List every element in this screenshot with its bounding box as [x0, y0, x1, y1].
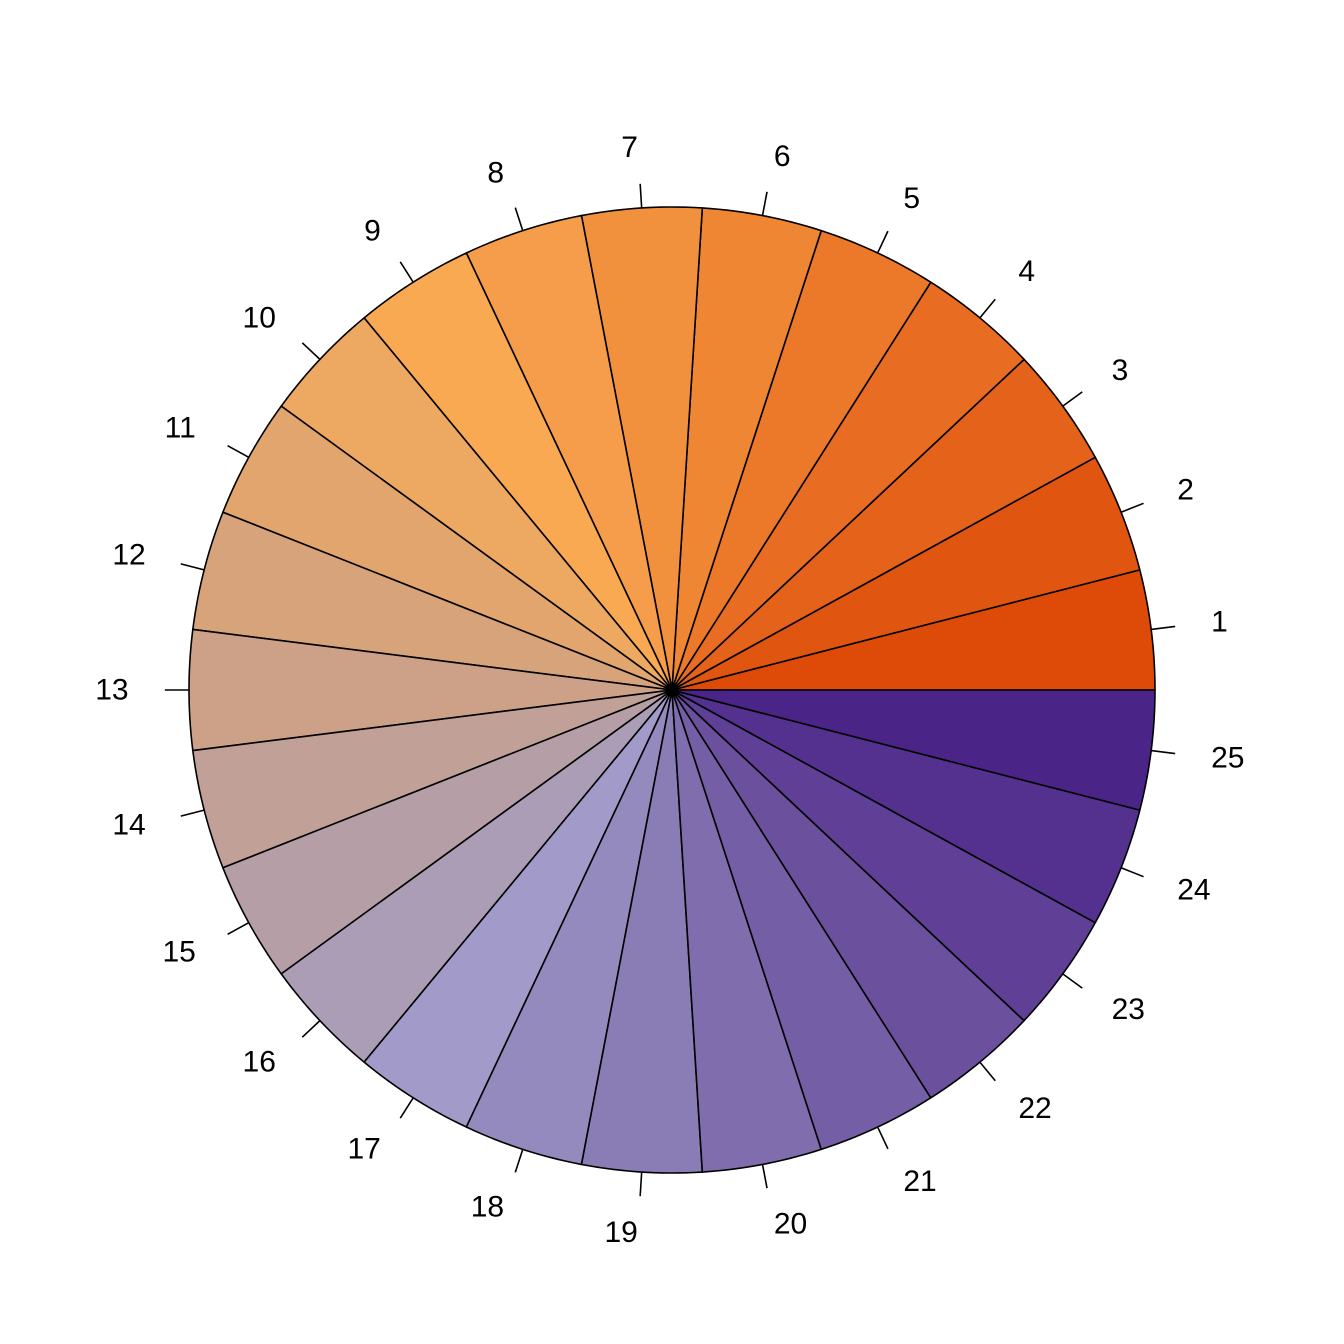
- pie-slice-14: [192, 689, 673, 869]
- pie-label-25: 25: [1211, 742, 1244, 775]
- pie-tick-6: [761, 191, 768, 216]
- pie-label-23: 23: [1112, 993, 1145, 1026]
- pie-slice-16: [280, 689, 673, 1063]
- pie-label-19: 19: [605, 1216, 638, 1249]
- pie-tick-8: [514, 207, 524, 231]
- pie-slice-25: [671, 689, 1156, 811]
- pie-tick-17: [399, 1097, 414, 1119]
- pie-label-12: 12: [112, 538, 145, 571]
- pie-slice-7: [580, 206, 704, 691]
- pie-tick-25: [1151, 749, 1176, 755]
- pie-label-18: 18: [471, 1190, 504, 1223]
- pie-slice-1: [671, 569, 1156, 691]
- ticks-layer: [164, 183, 1176, 1197]
- pie-slice-5: [671, 229, 932, 691]
- pie-slice-6: [671, 207, 823, 691]
- pie-label-7: 7: [621, 131, 638, 164]
- pie-tick-19: [639, 1172, 643, 1197]
- pie-tick-14: [180, 809, 205, 817]
- pie-tick-11: [227, 444, 250, 459]
- pie-label-2: 2: [1177, 473, 1194, 506]
- pie-tick-24: [1120, 867, 1144, 878]
- pie-slice-18: [465, 689, 673, 1166]
- pie-slice-11: [222, 405, 673, 691]
- pie-tick-18: [514, 1149, 524, 1173]
- pie-slice-10: [280, 317, 673, 691]
- pie-slice-24: [671, 689, 1141, 924]
- pie-label-13: 13: [95, 674, 128, 707]
- pie-tick-5: [876, 230, 889, 254]
- pie-tick-2: [1120, 502, 1144, 513]
- pie-label-14: 14: [112, 809, 145, 842]
- pie-slice-2: [671, 456, 1141, 691]
- pie-tick-22: [979, 1061, 996, 1082]
- pie-slice-12: [192, 511, 673, 691]
- pie-tick-23: [1062, 973, 1083, 989]
- pie-tick-4: [979, 298, 996, 319]
- pie-tick-16: [301, 1020, 321, 1038]
- pie-label-21: 21: [903, 1165, 936, 1198]
- pie-slice-9: [363, 252, 673, 691]
- pie-label-10: 10: [243, 302, 276, 335]
- pie-label-3: 3: [1112, 354, 1129, 387]
- pie-label-4: 4: [1018, 255, 1035, 288]
- pie-slice-4: [671, 281, 1025, 691]
- pie-slice-8: [465, 214, 673, 691]
- slices-layer: [188, 206, 1156, 1174]
- pie-slice-17: [363, 689, 673, 1128]
- pie-tick-12: [180, 563, 205, 571]
- pie-label-9: 9: [364, 215, 381, 248]
- pie-label-17: 17: [347, 1132, 380, 1165]
- pie-slice-21: [671, 689, 932, 1151]
- pie-label-11: 11: [165, 412, 196, 445]
- pie-slice-13: [188, 628, 673, 752]
- pie-label-1: 1: [1211, 605, 1228, 638]
- pie-label-16: 16: [243, 1045, 276, 1078]
- pie-label-6: 6: [774, 140, 791, 173]
- pie-tick-7: [639, 183, 643, 209]
- pie-label-20: 20: [774, 1207, 807, 1240]
- pie-tick-15: [227, 921, 250, 936]
- pie-tick-10: [301, 342, 321, 360]
- pie-label-5: 5: [903, 182, 920, 215]
- pie-tick-1: [1151, 625, 1176, 631]
- pie-slice-22: [671, 689, 1025, 1099]
- pie-slice-20: [671, 689, 823, 1173]
- pie-label-24: 24: [1177, 874, 1210, 907]
- pie-slice-3: [671, 358, 1097, 691]
- pie-label-22: 22: [1018, 1092, 1051, 1125]
- pie-label-8: 8: [487, 157, 504, 190]
- pie-slice-19: [580, 689, 704, 1174]
- pie-tick-21: [876, 1126, 889, 1150]
- pie-tick-9: [399, 261, 414, 283]
- pie-slice-15: [222, 689, 673, 975]
- pie-slice-23: [671, 689, 1097, 1022]
- pie-tick-3: [1062, 391, 1083, 407]
- pie-label-15: 15: [162, 935, 195, 968]
- pie-tick-20: [761, 1164, 768, 1189]
